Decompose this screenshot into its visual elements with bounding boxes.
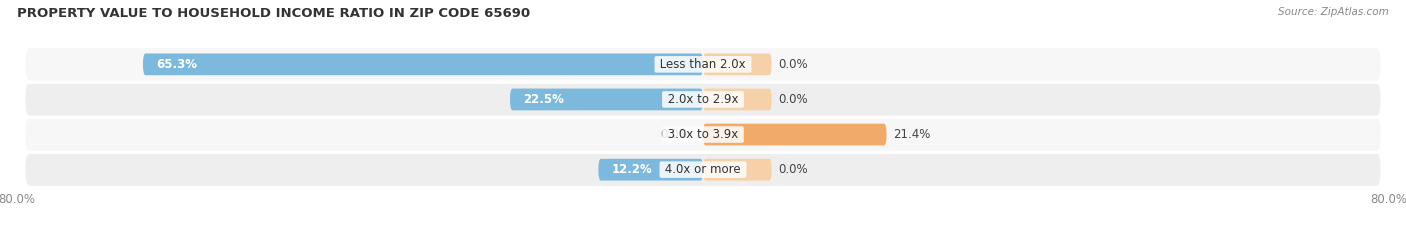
FancyBboxPatch shape (703, 53, 772, 75)
Text: 0.0%: 0.0% (779, 58, 808, 71)
Text: 21.4%: 21.4% (893, 128, 931, 141)
FancyBboxPatch shape (25, 118, 1381, 151)
Text: 65.3%: 65.3% (156, 58, 197, 71)
FancyBboxPatch shape (703, 88, 772, 110)
Text: Less than 2.0x: Less than 2.0x (657, 58, 749, 71)
Text: PROPERTY VALUE TO HOUSEHOLD INCOME RATIO IN ZIP CODE 65690: PROPERTY VALUE TO HOUSEHOLD INCOME RATIO… (17, 7, 530, 20)
Text: 22.5%: 22.5% (523, 93, 564, 106)
Text: Source: ZipAtlas.com: Source: ZipAtlas.com (1278, 7, 1389, 17)
FancyBboxPatch shape (25, 154, 1381, 186)
Text: 12.2%: 12.2% (612, 163, 652, 176)
FancyBboxPatch shape (599, 159, 703, 181)
Legend: Without Mortgage, With Mortgage: Without Mortgage, With Mortgage (574, 232, 832, 234)
Text: 3.0x to 3.9x: 3.0x to 3.9x (664, 128, 742, 141)
Text: 4.0x or more: 4.0x or more (661, 163, 745, 176)
FancyBboxPatch shape (703, 159, 772, 181)
Text: 0.0%: 0.0% (661, 128, 690, 141)
FancyBboxPatch shape (703, 124, 887, 145)
FancyBboxPatch shape (510, 88, 703, 110)
FancyBboxPatch shape (25, 83, 1381, 116)
FancyBboxPatch shape (25, 48, 1381, 80)
Text: 0.0%: 0.0% (779, 163, 808, 176)
Text: 0.0%: 0.0% (779, 93, 808, 106)
Text: 2.0x to 2.9x: 2.0x to 2.9x (664, 93, 742, 106)
FancyBboxPatch shape (143, 53, 703, 75)
